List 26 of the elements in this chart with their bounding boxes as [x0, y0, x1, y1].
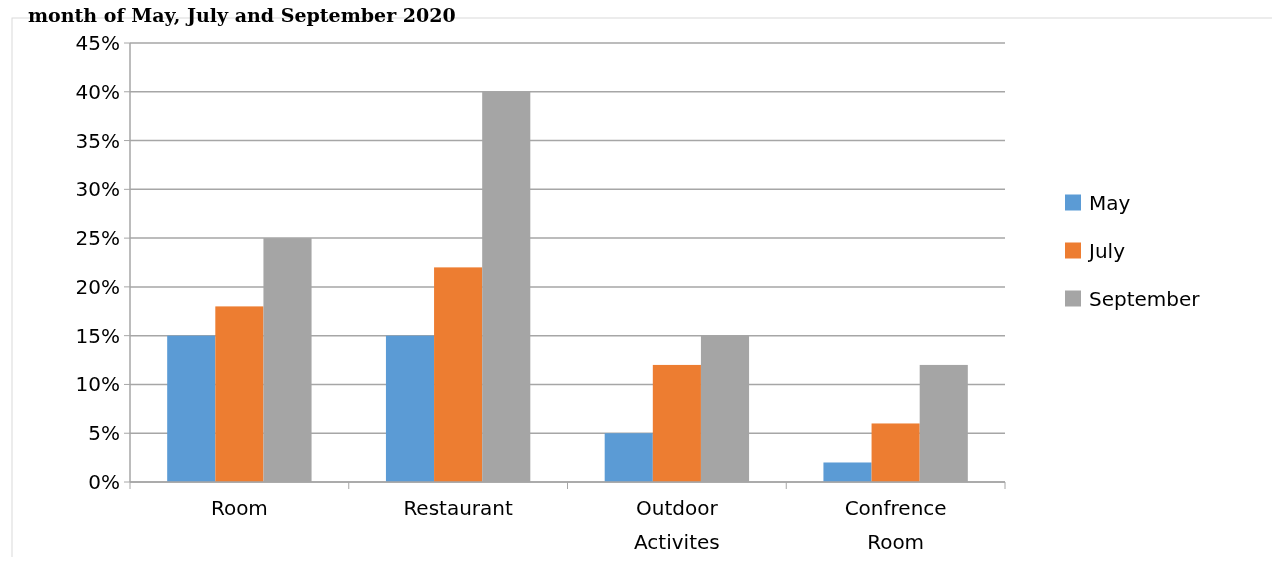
x-tick-label: Room: [210, 496, 268, 520]
legend-label: September: [1089, 286, 1201, 311]
bar: [385, 335, 435, 482]
x-tick-label: Restaurant: [403, 496, 514, 520]
y-tick-label: 15%: [75, 323, 120, 348]
legend-label: July: [1087, 238, 1126, 263]
y-tick-label: 35%: [75, 128, 120, 153]
y-tick-label: 5%: [88, 421, 120, 446]
bar: [652, 364, 701, 482]
x-tick-label: Confrence Room: [844, 496, 947, 554]
bar: [167, 335, 216, 482]
bar: [434, 267, 483, 482]
y-tick-label: 0%: [88, 470, 120, 494]
y-tick-label: 20%: [75, 274, 120, 299]
bar: [871, 423, 920, 482]
y-tick-label: 40%: [75, 79, 120, 104]
y-tick-label: 45%: [75, 31, 120, 55]
y-tick-label: 30%: [75, 177, 120, 202]
legend-label: May: [1089, 190, 1131, 215]
y-tick-label: 25%: [75, 226, 120, 251]
y-tick-label: 10%: [75, 372, 120, 397]
bar: [215, 306, 264, 482]
chart-title: month of May, July and September 2020: [28, 4, 456, 26]
x-tick-label: Outdoor Activites: [634, 496, 720, 554]
bar: [604, 433, 653, 482]
bar: [823, 462, 872, 482]
